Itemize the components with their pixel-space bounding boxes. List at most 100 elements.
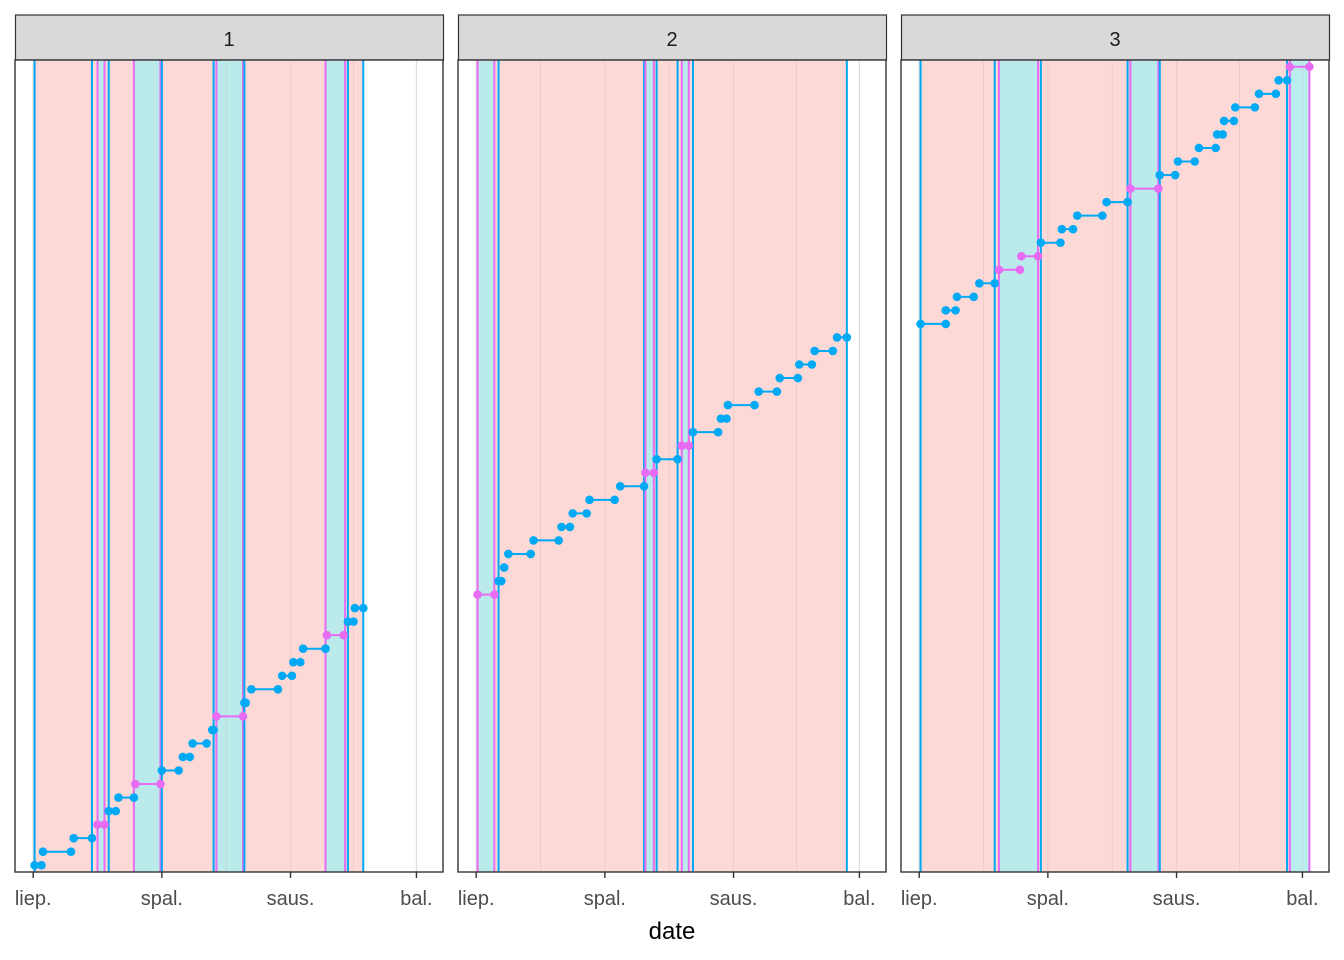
data-point — [277, 671, 287, 681]
data-point — [722, 414, 731, 423]
cyan-band — [1289, 60, 1310, 872]
pink-band — [477, 60, 847, 872]
x-tick-label: spal. — [1027, 888, 1069, 910]
data-point — [1211, 143, 1221, 153]
data-point — [941, 306, 951, 315]
facet-strip — [457, 14, 888, 61]
data-point — [916, 319, 925, 329]
data-point — [723, 400, 733, 410]
x-tick-label: saus. — [267, 888, 315, 910]
data-point — [130, 779, 140, 789]
data-point — [1068, 224, 1078, 234]
data-point — [273, 685, 283, 694]
data-point — [652, 454, 661, 464]
data-point — [750, 400, 759, 410]
data-point — [69, 833, 79, 843]
data-point — [1285, 62, 1295, 72]
data-point — [832, 333, 842, 342]
data-point — [975, 279, 984, 288]
data-point — [842, 333, 852, 342]
plot-area — [900, 59, 1330, 873]
x-tick-label: spal. — [584, 888, 626, 910]
cyan-band — [97, 60, 105, 872]
data-point — [1072, 211, 1082, 220]
data-point — [1173, 157, 1183, 166]
data-point — [1016, 251, 1026, 261]
facet-label: 3 — [1109, 29, 1120, 51]
data-point — [952, 292, 962, 302]
facet-label: 2 — [666, 29, 677, 51]
data-point — [339, 630, 348, 640]
cyan-band — [216, 60, 243, 872]
data-point — [941, 319, 951, 329]
data-point — [610, 495, 619, 505]
data-point — [1229, 116, 1239, 126]
data-point — [241, 698, 251, 708]
data-point — [585, 495, 594, 505]
data-point — [178, 752, 188, 762]
data-point — [1190, 157, 1200, 166]
data-point — [641, 468, 650, 478]
data-point — [1305, 62, 1314, 72]
data-point — [1036, 238, 1046, 247]
x-tick-label: spal. — [141, 888, 183, 910]
data-point — [185, 752, 195, 762]
data-point — [30, 860, 39, 870]
data-point — [104, 806, 114, 816]
data-point — [793, 373, 803, 383]
pink-band — [34, 60, 364, 872]
data-point — [1033, 251, 1043, 261]
data-point — [174, 766, 183, 775]
cyan-band — [477, 60, 495, 872]
data-point — [156, 779, 165, 789]
x-tick-label: bal. — [843, 888, 875, 910]
panel-3: 3 liep. spal. saus. bal. — [900, 14, 1331, 910]
cyan-band — [998, 60, 1039, 872]
data-point — [951, 306, 960, 315]
data-point — [554, 536, 564, 545]
plot-area — [14, 59, 444, 873]
data-point — [1155, 170, 1165, 180]
data-point — [677, 441, 687, 451]
data-point — [93, 820, 102, 829]
data-point — [321, 644, 330, 653]
x-tick-label: saus. — [710, 888, 758, 910]
data-point — [810, 346, 819, 356]
panel-2: 2 liep. spal. saus. bal. — [457, 14, 888, 910]
data-point — [639, 482, 649, 491]
x-axis-title: date — [649, 918, 696, 945]
data-point — [298, 644, 308, 653]
cyan-band — [133, 60, 161, 872]
data-point — [111, 806, 121, 816]
data-point — [87, 833, 97, 843]
data-point — [157, 766, 167, 775]
facet-strip — [14, 14, 445, 61]
data-point — [212, 712, 221, 721]
data-point — [37, 860, 46, 870]
data-point — [1098, 211, 1107, 220]
cyan-band — [645, 60, 654, 872]
data-point — [582, 509, 591, 518]
data-point — [1271, 89, 1281, 99]
data-point — [807, 360, 817, 369]
data-point — [202, 739, 211, 748]
data-point — [209, 725, 218, 735]
cyan-band — [1130, 60, 1159, 872]
plot-area — [457, 59, 887, 873]
data-point — [649, 468, 659, 478]
panel-border — [457, 59, 887, 873]
data-point — [557, 522, 566, 532]
data-point — [349, 617, 358, 626]
data-point — [38, 847, 48, 856]
data-point — [129, 793, 139, 802]
data-point — [1056, 238, 1065, 247]
data-point — [473, 590, 482, 599]
data-point — [754, 387, 764, 396]
data-point — [499, 563, 509, 572]
data-point — [775, 373, 784, 383]
data-point — [1274, 76, 1283, 85]
data-point — [1170, 170, 1180, 180]
data-point — [350, 603, 360, 613]
data-point — [713, 427, 723, 437]
